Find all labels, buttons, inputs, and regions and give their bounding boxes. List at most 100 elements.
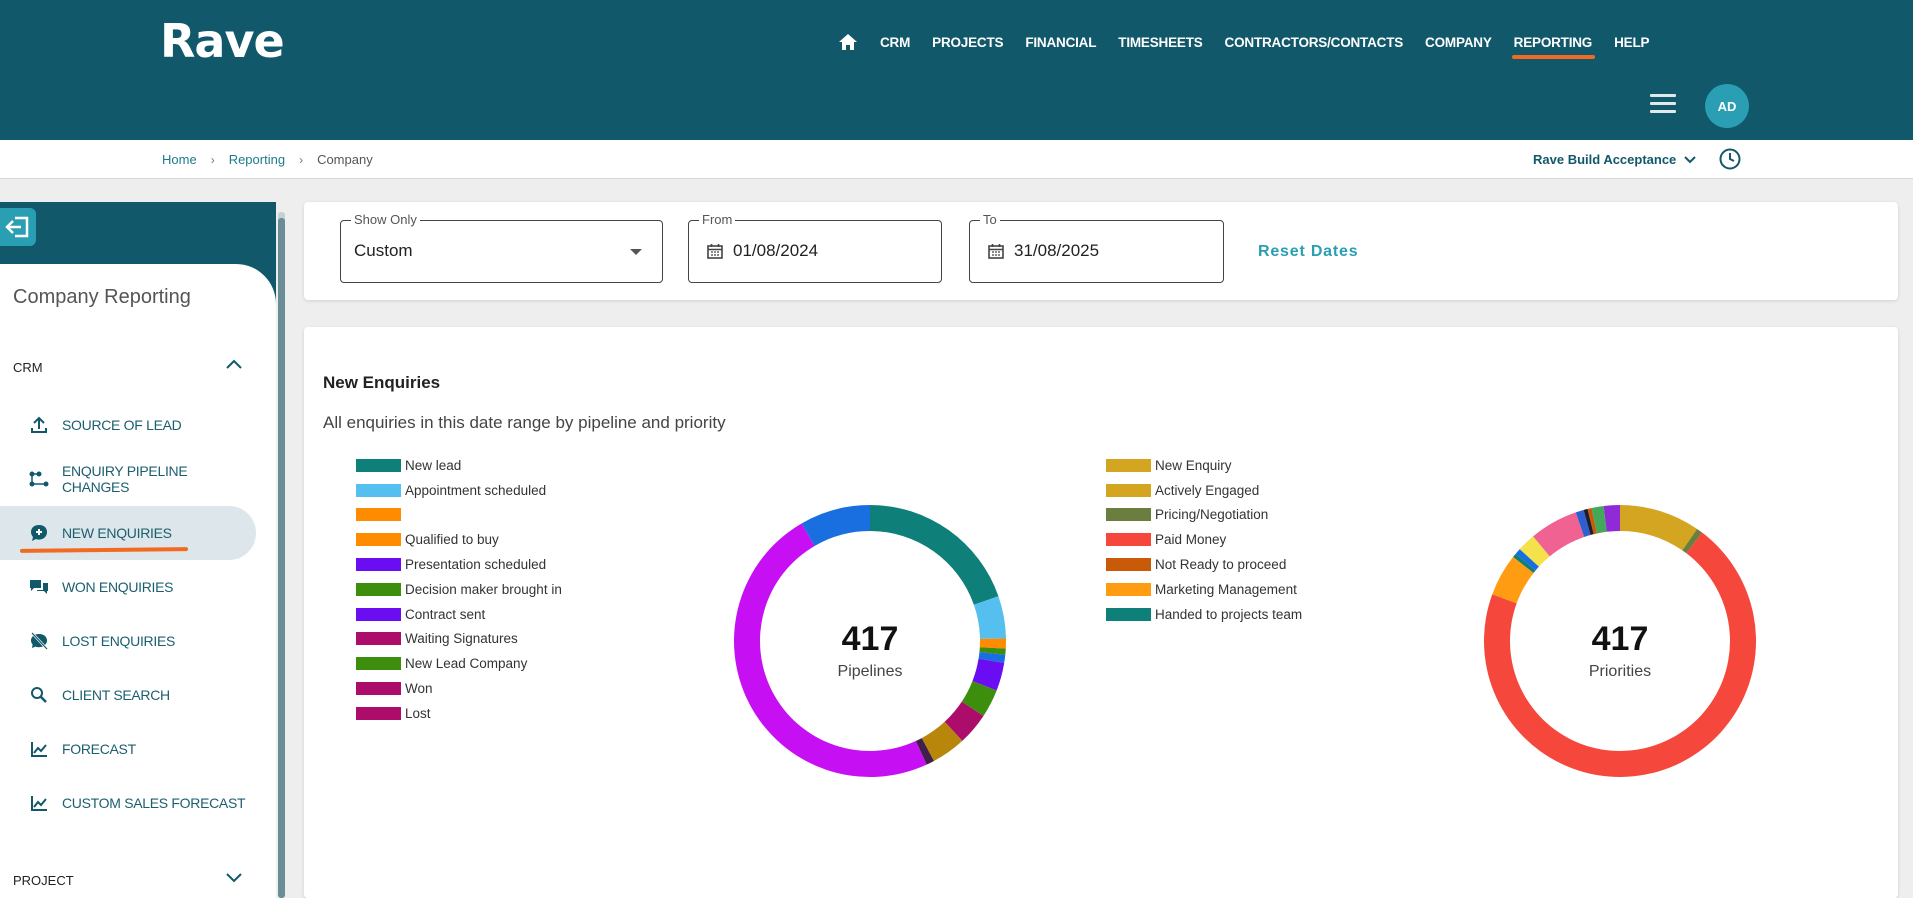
field-value: Custom (354, 241, 413, 260)
nav-timesheets[interactable]: TIMESHEETS (1118, 34, 1203, 50)
nav-help[interactable]: HELP (1614, 34, 1650, 50)
donut-segment[interactable] (1519, 536, 1550, 567)
legend-entry[interactable]: Not Ready to proceed (1106, 552, 1302, 577)
sidebar-item-forecast[interactable]: FORECAST (0, 722, 256, 776)
chart-section-title: New Enquiries (323, 373, 441, 392)
breadcrumb-home[interactable]: Home (162, 152, 197, 167)
nav-projects[interactable]: PROJECTS (932, 34, 1004, 50)
donut-segment[interactable] (979, 638, 1006, 649)
chart-section-subtitle: All enquiries in this date range by pipe… (323, 413, 726, 432)
legend-entry[interactable]: Appointment scheduled (356, 478, 562, 503)
environment-selector[interactable]: Rave Build Acceptance (1533, 152, 1697, 167)
donut-segment[interactable] (961, 681, 997, 716)
donut-segment[interactable] (1583, 508, 1594, 536)
legend-entry[interactable]: Won (356, 676, 562, 701)
legend-entry[interactable]: Marketing Management (1106, 577, 1302, 602)
legend-swatch (356, 632, 401, 646)
legend-entry[interactable]: New Lead Company (356, 651, 562, 676)
nav-reporting[interactable]: REPORTING (1511, 34, 1596, 59)
donut-segment[interactable] (978, 652, 1006, 663)
field-value: 31/08/2025 (1014, 241, 1100, 260)
user-avatar[interactable]: AD (1705, 84, 1749, 128)
legend-entry[interactable]: Decision maker brought in (356, 577, 562, 602)
legend-entry[interactable]: Pricing/Negotiation (1106, 503, 1302, 528)
legend-entry[interactable]: New Enquiry (1106, 453, 1302, 478)
donut-segment[interactable] (1533, 512, 1585, 557)
donut-segment[interactable] (1591, 505, 1607, 534)
date-filter-card: Show Only Custom From 01/08/2024 To 31/0… (304, 202, 1898, 300)
nav-crm[interactable]: CRM (880, 34, 911, 50)
section-label: CRM (13, 360, 43, 375)
sidebar-section-project[interactable]: PROJECT (13, 873, 243, 888)
exit-arrow-icon (5, 216, 29, 238)
breadcrumb-reporting[interactable]: Reporting (228, 152, 286, 167)
legend-entry[interactable]: Actively Engaged (1106, 478, 1302, 503)
sidebar-scrollbar[interactable] (278, 212, 285, 898)
donut-segment[interactable] (1620, 505, 1698, 551)
legend-swatch (356, 607, 401, 621)
donut-segment[interactable] (1587, 508, 1597, 535)
legend-entry[interactable]: Waiting Signatures (356, 627, 562, 652)
sidebar-item-client-search[interactable]: CLIENT SEARCH (0, 668, 256, 722)
legend-entry[interactable]: Lost (356, 701, 562, 726)
field-label: Show Only (351, 212, 420, 227)
sidebar-item-custom-sales-forecast[interactable]: CUSTOM SALES FORECAST (0, 776, 256, 830)
donut-segment[interactable] (1575, 509, 1591, 537)
legend-label: Lost (405, 705, 431, 721)
legend-entry[interactable]: Handed to projects team (1106, 602, 1302, 627)
show-only-select[interactable]: Show Only Custom (340, 212, 663, 283)
sidebar-item-lost-enquiries[interactable]: LOST ENQUIRIES (0, 614, 256, 668)
app-logo[interactable]: Rave (160, 14, 285, 68)
chat-off-icon (28, 630, 50, 652)
to-date-field[interactable]: To 31/08/2025 (969, 212, 1224, 283)
donut-segment[interactable] (944, 701, 984, 741)
legend-label: Handed to projects team (1155, 606, 1303, 622)
donut-segment[interactable] (973, 596, 1006, 639)
nav-financial[interactable]: FINANCIAL (1025, 34, 1097, 50)
pipelines-donut-chart: 417 Pipelines (733, 505, 1006, 778)
chevron-up-icon (226, 359, 242, 369)
legend-entry[interactable]: Qualified to buy (356, 527, 562, 552)
legend-entry[interactable]: New lead (356, 453, 562, 478)
donut-segment[interactable] (972, 658, 1005, 691)
legend-swatch (1106, 558, 1151, 572)
clock-icon[interactable] (1718, 147, 1742, 171)
field-label: To (980, 212, 1000, 227)
line-chart-icon (28, 792, 50, 814)
donut-segment[interactable] (921, 721, 963, 762)
nav-company[interactable]: COMPANY (1425, 34, 1492, 50)
sidebar-item-label: NEW ENQUIRIES (62, 525, 172, 541)
collapse-sidebar-button[interactable] (0, 208, 36, 246)
menu-icon[interactable] (1650, 94, 1676, 118)
donut-segment[interactable] (1515, 549, 1539, 571)
main-nav: CRM PROJECTS FINANCIAL TIMESHEETS CONTRA… (838, 33, 1671, 59)
donut-segment[interactable] (733, 523, 927, 778)
legend-entry[interactable]: Paid Money (1106, 527, 1302, 552)
nav-contractors-contacts[interactable]: CONTRACTORS/CONTACTS (1224, 34, 1404, 50)
sidebar-item-label: ENQUIRY PIPELINE CHANGES (62, 463, 188, 495)
donut-segment[interactable] (870, 505, 999, 605)
calendar-icon (988, 244, 1004, 259)
sidebar-section-crm[interactable]: CRM (13, 359, 243, 375)
chevron-right-icon: › (210, 152, 215, 167)
sidebar-item-enquiry-pipeline-changes[interactable]: ENQUIRY PIPELINE CHANGES (0, 452, 256, 506)
donut-segment[interactable] (979, 647, 1006, 655)
donut-segment[interactable] (915, 738, 934, 765)
donut-segment[interactable] (1492, 556, 1534, 604)
donut-segment[interactable] (1513, 553, 1536, 573)
from-date-field[interactable]: From 01/08/2024 (688, 212, 942, 283)
donut-segment[interactable] (801, 505, 870, 546)
sidebar-item-source-of-lead[interactable]: SOURCE OF LEAD (0, 398, 256, 452)
donut-segment[interactable] (1603, 505, 1620, 532)
breadcrumb: Home › Reporting › Company (162, 152, 373, 167)
legend-entry[interactable]: Presentation scheduled (356, 552, 562, 577)
sidebar-item-won-enquiries[interactable]: WON ENQUIRIES (0, 560, 256, 614)
legend-entry[interactable]: Contract sent (356, 602, 562, 627)
chevron-down-icon (1684, 155, 1697, 163)
legend-label: New Lead Company (405, 656, 528, 672)
legend-entry[interactable] (356, 503, 562, 528)
donut-segment[interactable] (1682, 528, 1703, 554)
top-navigation-bar: Rave CRM PROJECTS FINANCIAL TIMESHEETS C… (0, 0, 1913, 140)
home-icon[interactable] (838, 33, 858, 51)
reset-dates-button[interactable]: Reset Dates (1258, 243, 1359, 260)
